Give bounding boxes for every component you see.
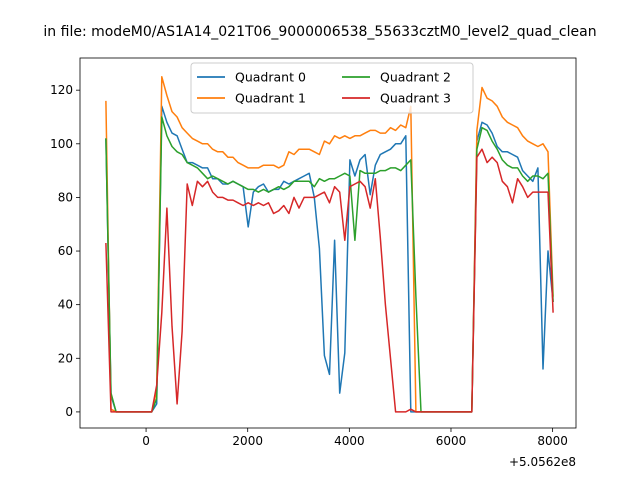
y-tick-label: 120 [50,83,73,97]
legend-box [190,62,474,114]
x-tick-label: 4000 [334,434,365,448]
series-line-quadrant-1 [105,76,554,413]
x-tick-label: 6000 [436,434,467,448]
legend: Quadrant 0 Quadrant 1 Quadrant 2 Quadrant 3 [190,62,474,114]
chart-title: in file: modeM0/AS1A14_021T06_9000006538… [43,24,596,40]
series-layer [105,76,554,413]
legend-label-quadrant-2: Quadrant 2 [380,70,451,85]
y-tick-label: 100 [50,137,73,151]
series-line-quadrant-2 [105,116,554,413]
x-tick-label: 2000 [232,434,263,448]
series-line-quadrant-0 [105,105,554,413]
legend-label-quadrant-0: Quadrant 0 [235,70,306,85]
plot-frame [79,57,577,429]
y-tick-label: 40 [58,298,73,312]
y-tick-label: 0 [65,405,73,419]
legend-label-quadrant-3: Quadrant 3 [380,91,451,106]
y-tick-label: 80 [58,190,73,204]
legend-label-quadrant-1: Quadrant 1 [235,91,306,106]
x-tick-label: 8000 [537,434,568,448]
y-tick-label: 60 [58,244,73,258]
series-line-quadrant-3 [105,148,554,413]
axes-layer: 0 2000 4000 6000 8000 0 20 40 60 80 100 120 [50,83,568,448]
x-tick-label: 0 [142,434,150,448]
x-offset-label: +5.0562e8 [509,455,576,469]
y-tick-label: 20 [58,351,73,365]
